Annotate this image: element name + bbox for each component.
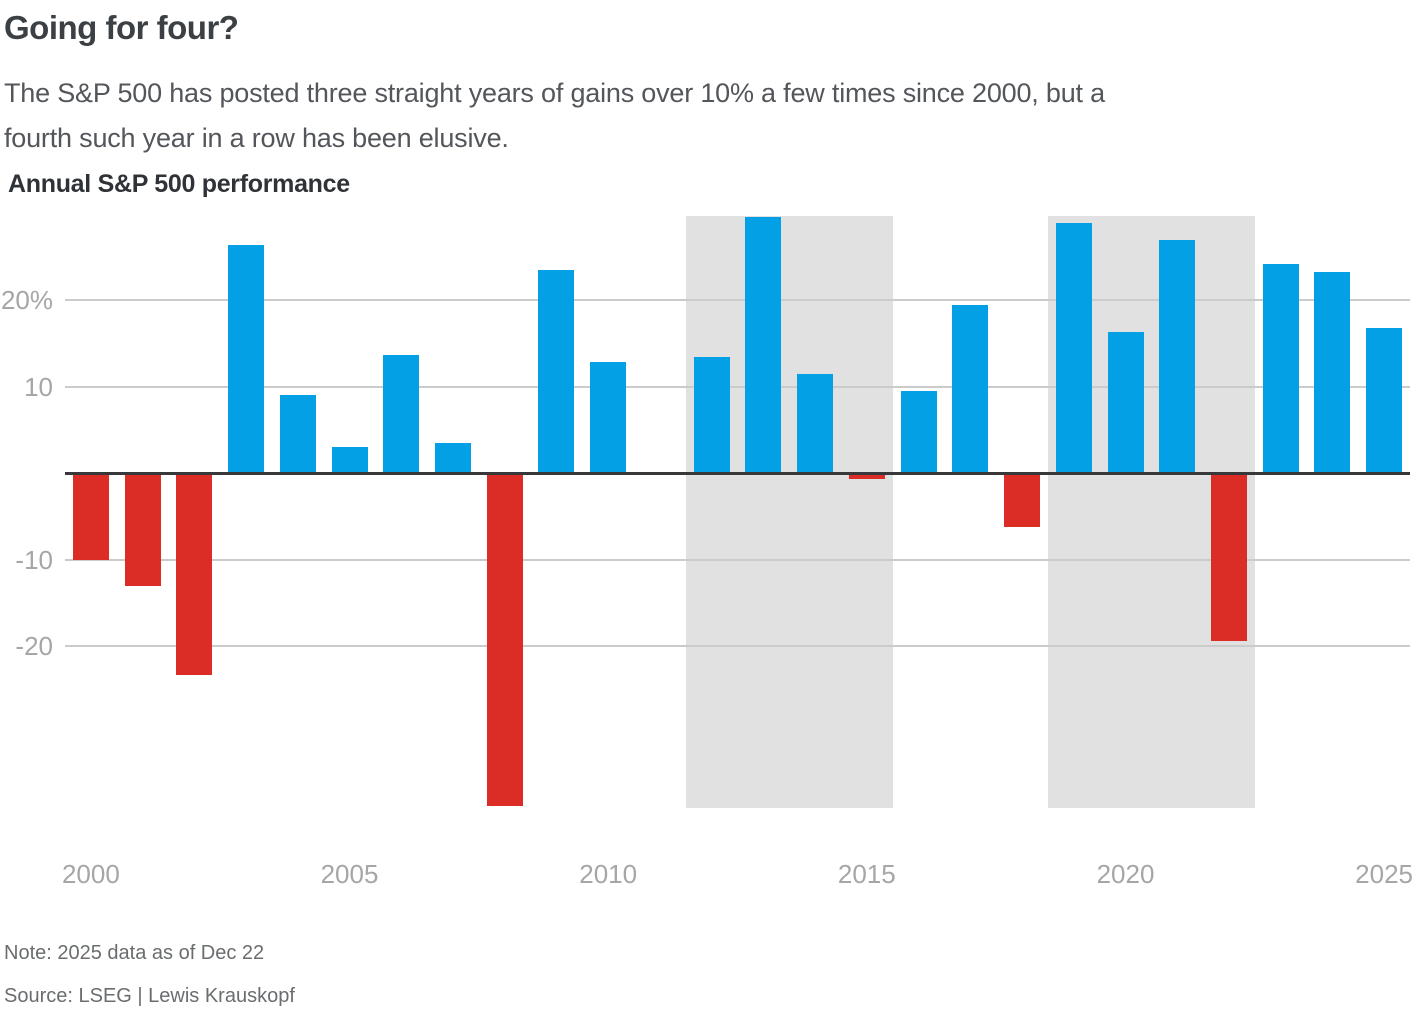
y-tick-label-20: 20% (0, 285, 53, 315)
chart-title: Going for four? (4, 9, 239, 46)
highlight-band-2012-2015 (685, 216, 893, 808)
bar-2023 (1262, 263, 1299, 473)
chart-subtitle-line2: fourth such year in a row has been elusi… (4, 123, 509, 153)
bar-2012 (693, 357, 730, 473)
gridline--10 (65, 558, 1410, 561)
x-tick-label-2010: 2010 (579, 859, 638, 889)
source-line: Source: LSEG | Lewis Krauskopf (4, 985, 295, 1007)
bar-2018 (1004, 473, 1040, 527)
x-tick-label-2005: 2005 (320, 859, 379, 889)
chart-subtitle: The S&P 500 has posted three straight ye… (4, 71, 1105, 161)
bar-2006 (383, 355, 420, 473)
bar-2003 (228, 244, 265, 473)
y-tick-label--20: -20 (15, 631, 53, 661)
bar-2022 (1210, 473, 1247, 641)
bar-2020 (1107, 332, 1144, 473)
bar-2025 (1366, 327, 1403, 473)
y-tick-label--10: -10 (15, 544, 53, 575)
zero-line (65, 471, 1410, 475)
bar-2015 (848, 473, 885, 480)
bar-2019 (1055, 223, 1092, 473)
bar-2024 (1314, 271, 1351, 473)
bar-2001 (124, 473, 161, 586)
gridline-10 (65, 385, 1410, 388)
bar-2004 (279, 395, 316, 473)
gridline--20 (65, 645, 1410, 647)
bar-2016 (900, 390, 937, 473)
bar-2002 (176, 473, 213, 676)
bar-2014 (797, 374, 834, 473)
bar-2008 (486, 473, 523, 806)
x-tick-label-2015: 2015 (837, 859, 896, 889)
bar-2005 (331, 447, 368, 474)
bar-2017 (952, 305, 989, 473)
bar-2013 (745, 217, 782, 473)
chart-axis-label: Annual S&P 500 performance (8, 170, 350, 198)
bar-2009 (538, 269, 575, 473)
bar-2000 (72, 473, 109, 561)
bar-2007 (435, 442, 471, 473)
footnote: Note: 2025 data as of Dec 22 (4, 942, 265, 964)
bar-2021 (1159, 240, 1196, 473)
bar-2010 (590, 362, 627, 473)
x-tick-label-2000: 2000 (61, 859, 120, 889)
gridline-20 (65, 299, 1410, 301)
y-tick-label-10: 10 (24, 371, 53, 402)
x-tick-label-2025: 2025 (1355, 859, 1414, 889)
chart-subtitle-line1: The S&P 500 has posted three straight ye… (4, 78, 1105, 108)
x-tick-label-2020: 2020 (1096, 859, 1155, 889)
